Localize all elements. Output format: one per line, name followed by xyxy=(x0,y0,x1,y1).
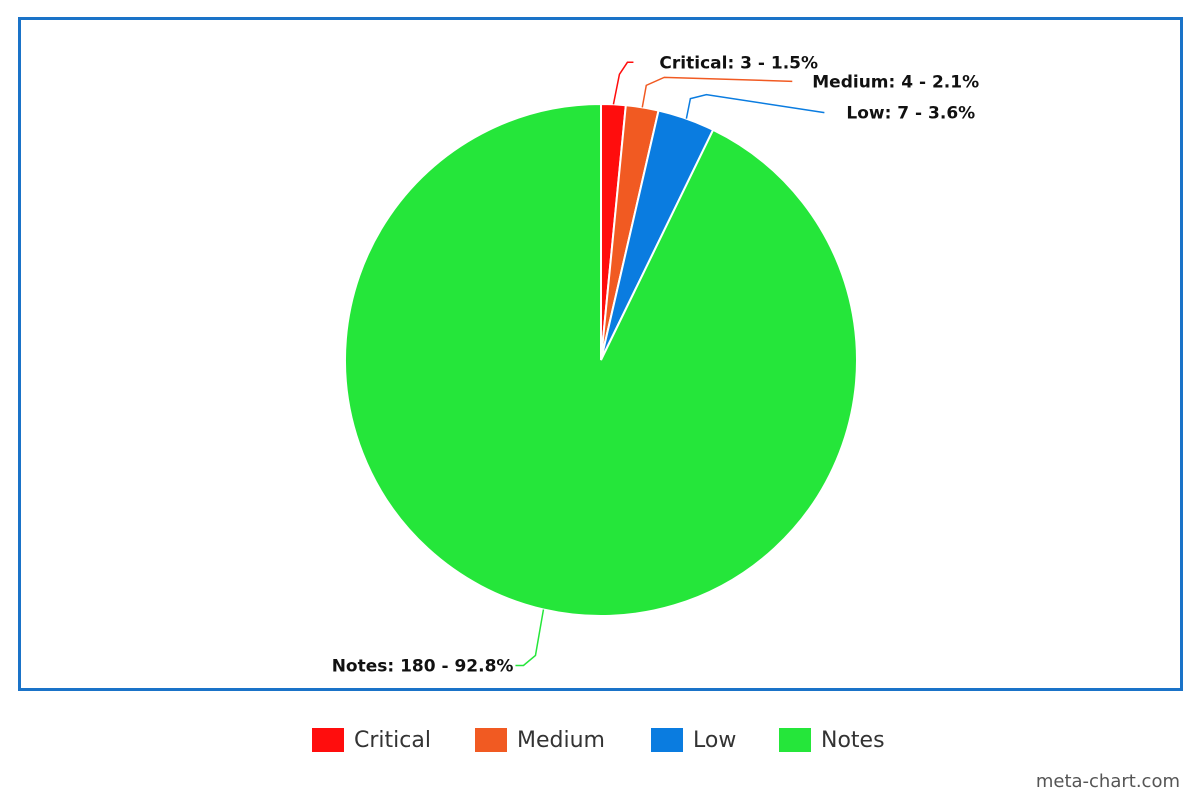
legend-item-low[interactable]: Low xyxy=(651,722,736,758)
pie-slice-notes[interactable] xyxy=(344,102,858,617)
legend: Critical Medium Low Notes xyxy=(0,722,1200,758)
connector-line-medium xyxy=(641,76,793,108)
legend-label-critical: Critical xyxy=(354,727,431,753)
legend-swatch-critical xyxy=(312,728,344,752)
data-label-medium: Medium: 4 - 2.1% xyxy=(812,72,979,92)
legend-swatch-medium xyxy=(475,728,507,752)
pie-chart: Critical: 3 - 1.5%Medium: 4 - 2.1% Low: 7… xyxy=(332,53,979,676)
legend-label-medium: Medium xyxy=(517,727,605,753)
connector-line-notes xyxy=(515,609,545,667)
legend-label-low: Low xyxy=(693,727,737,753)
legend-item-notes[interactable]: Notes xyxy=(779,722,885,758)
chart-frame: Critical: 3 - 1.5% Medium: 4 - 2.1% Low: 7… xyxy=(18,17,1183,691)
legend-swatch-notes xyxy=(779,728,811,752)
data-label-low: Low: 7 - 3.6% xyxy=(846,104,975,124)
watermark-text: meta-chart.com xyxy=(1035,771,1180,792)
legend-swatch-low xyxy=(651,728,683,752)
data-label-notes: Notes: 180 - 92.8% xyxy=(332,656,514,676)
legend-item-critical[interactable]: Critical xyxy=(312,722,431,758)
legend-item-medium[interactable]: Medium xyxy=(475,722,605,758)
legend-label-notes: Notes xyxy=(821,727,885,753)
connector-line-critical xyxy=(612,61,634,105)
data-label-critical: Critical: 3 - 1.5% xyxy=(659,53,818,73)
connector-line-low xyxy=(685,93,825,119)
